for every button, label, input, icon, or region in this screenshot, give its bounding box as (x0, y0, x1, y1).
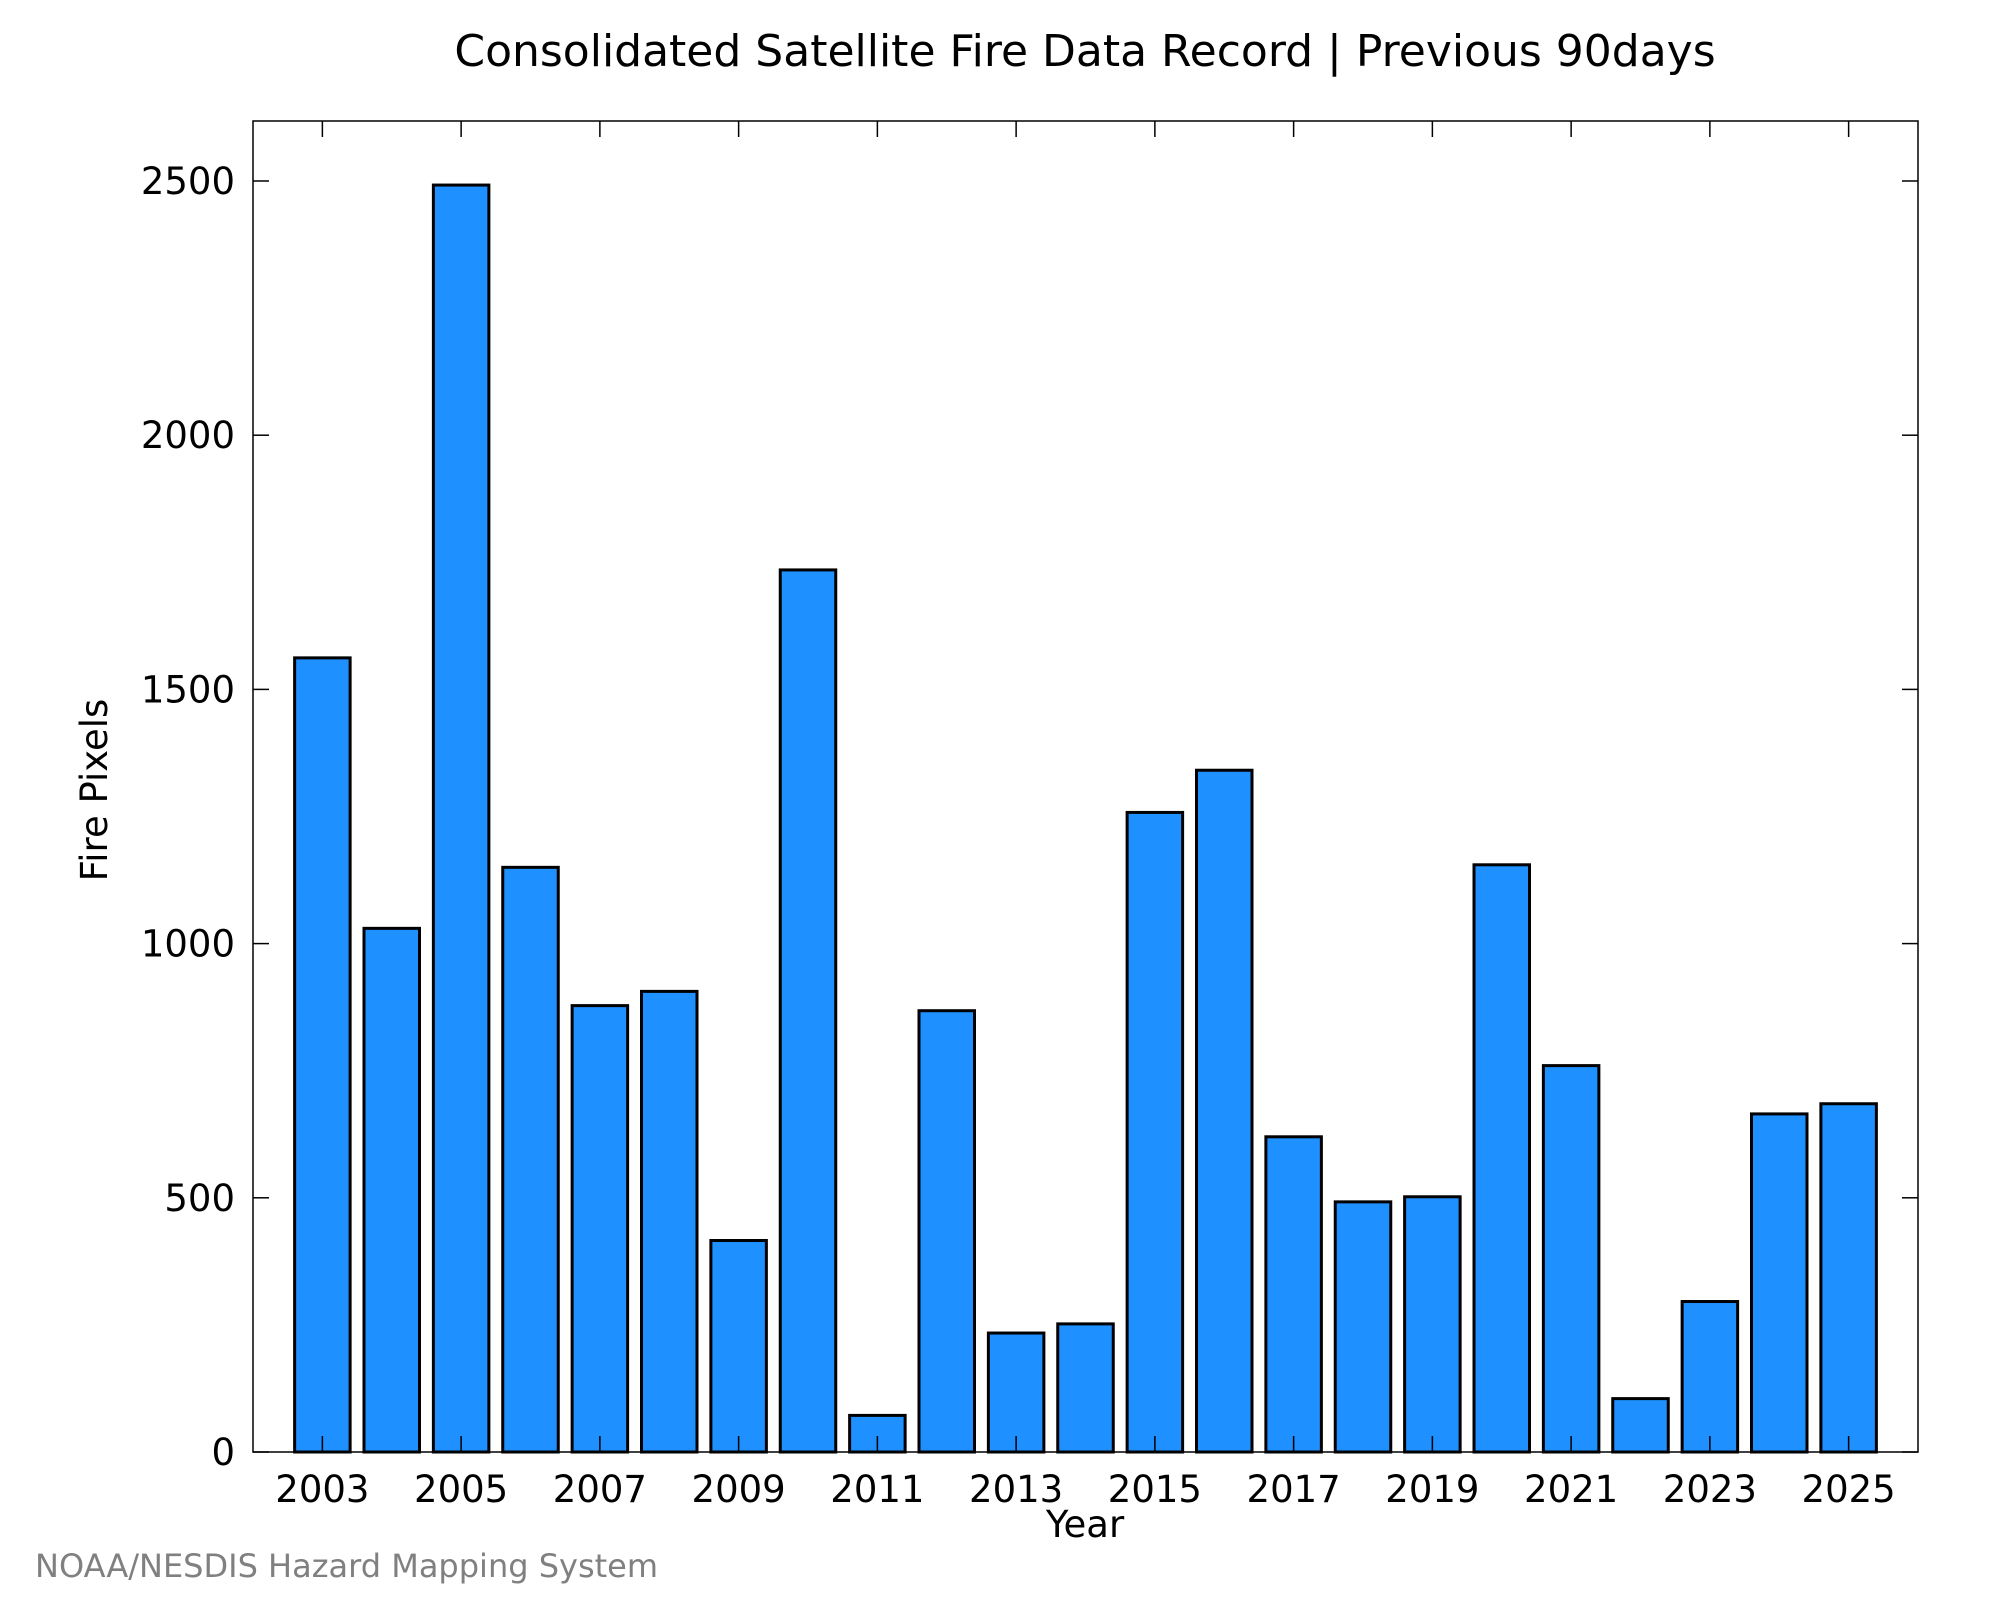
bar-2017 (1264, 1135, 1323, 1454)
y-tick-label-1500: 1500 (141, 668, 235, 711)
x-tick-label-2017: 2017 (1247, 1468, 1341, 1511)
bar-2019 (1403, 1195, 1462, 1454)
bar-2016 (1195, 768, 1254, 1454)
ticks-group (253, 121, 1918, 1453)
x-tick-label-2021: 2021 (1524, 1468, 1618, 1511)
x-tick-label-2003: 2003 (275, 1468, 369, 1511)
bar-2015 (1125, 810, 1185, 1454)
bar-2011 (848, 1413, 907, 1454)
x-tick-label-2007: 2007 (553, 1468, 647, 1511)
y-tick-label-2000: 2000 (141, 414, 235, 457)
bar-2020 (1472, 863, 1531, 1454)
y-tick-label-2500: 2500 (141, 160, 235, 203)
y-tick-label-0: 0 (211, 1431, 235, 1474)
x-tick-label-2005: 2005 (414, 1468, 508, 1511)
bar-2005 (431, 183, 491, 1454)
y-axis-label: Fire Pixels (73, 699, 116, 882)
bar-2010 (778, 568, 838, 1454)
x-tick-label-2023: 2023 (1663, 1468, 1757, 1511)
y-tick-label-500: 500 (164, 1177, 235, 1220)
bar-2008 (640, 989, 699, 1454)
bar-2022 (1611, 1397, 1670, 1454)
bar-2014 (1056, 1322, 1115, 1454)
bar-2023 (1680, 1300, 1740, 1454)
bar-2012 (917, 1009, 976, 1454)
bar-2018 (1333, 1200, 1393, 1454)
bars-group (293, 183, 1878, 1454)
y-tick-labels: 0 500 1000 1500 2000 2500 (141, 160, 235, 1474)
bar-2025 (1819, 1102, 1878, 1454)
bar-2004 (362, 926, 421, 1454)
y-tick-label-1000: 1000 (141, 923, 235, 966)
plot-frame (252, 120, 1919, 1453)
bar-2021 (1541, 1064, 1601, 1454)
x-tick-label-2011: 2011 (830, 1468, 924, 1511)
bar-2024 (1750, 1112, 1809, 1454)
x-tick-label-2015: 2015 (1108, 1468, 1202, 1511)
bar-2006 (501, 865, 560, 1454)
x-tick-label-2009: 2009 (692, 1468, 786, 1511)
x-tick-label-2019: 2019 (1385, 1468, 1479, 1511)
bar-2003 (293, 656, 352, 1454)
x-tick-labels: 2003 2005 2007 2009 2011 2013 2015 2017 2019 2021… (275, 1468, 1895, 1511)
bar-2013 (986, 1331, 1046, 1454)
source-credit: NOAA/NESDIS Hazard Mapping System (35, 1547, 658, 1585)
chart-title: Consolidated Satellite Fire Data Record … (454, 26, 1715, 77)
x-tick-label-2025: 2025 (1802, 1468, 1896, 1511)
x-axis-label: Year (1045, 1503, 1125, 1546)
bar-2009 (709, 1239, 768, 1454)
x-tick-label-2013: 2013 (969, 1468, 1063, 1511)
bar-2007 (570, 1004, 630, 1454)
